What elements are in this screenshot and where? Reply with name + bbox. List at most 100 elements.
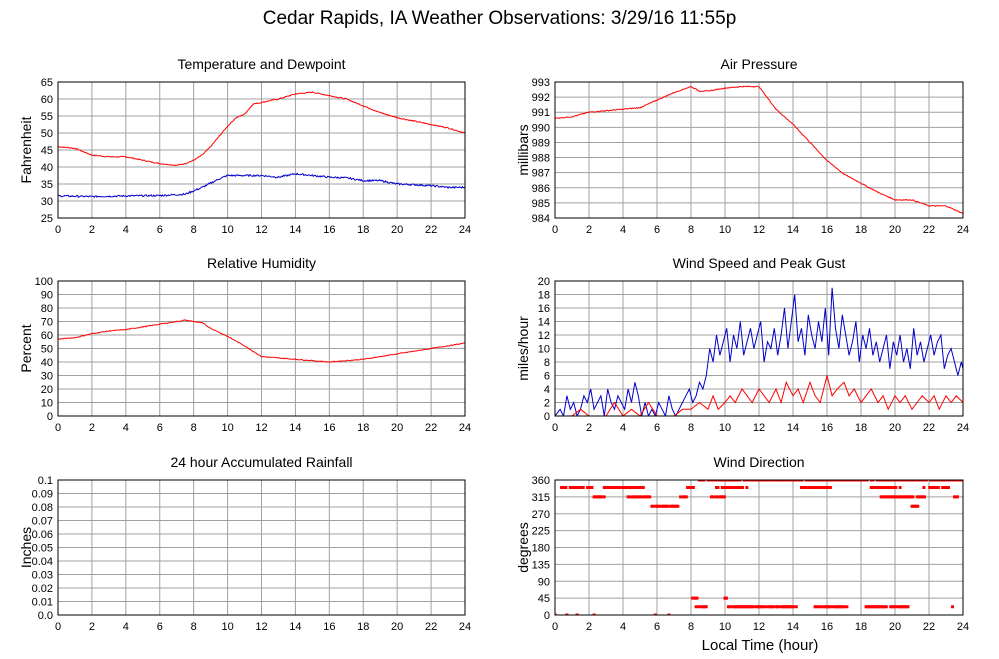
x-tick-label: 22 — [425, 224, 437, 236]
x-tick-label: 20 — [391, 224, 403, 236]
x-tick-label: 16 — [821, 422, 833, 434]
direction-point — [724, 596, 728, 600]
y-tick-label: 55 — [41, 111, 53, 123]
x-tick-label: 0 — [552, 422, 558, 434]
direction-point — [657, 504, 661, 508]
direction-point — [871, 480, 875, 482]
direction-point — [865, 480, 869, 482]
y-tick-label: 100 — [35, 276, 53, 288]
x-tick-label: 14 — [289, 224, 301, 236]
series-group — [58, 319, 465, 363]
x-tick-label: 16 — [821, 621, 833, 633]
direction-point — [648, 495, 652, 499]
x-tick-label: 0 — [552, 224, 558, 236]
plot-frame — [57, 280, 466, 417]
y-tick-label: 0 — [544, 610, 550, 622]
x-tick-label: 8 — [688, 621, 694, 633]
y-tick-label: 984 — [532, 213, 550, 225]
y-tick-label: 60 — [41, 330, 53, 342]
direction-point — [894, 486, 898, 489]
x-tick-label: 16 — [323, 224, 335, 236]
y-tick-label: 80 — [41, 303, 53, 315]
y-tick-label: 988 — [532, 153, 550, 165]
x-tick-label: 12 — [255, 224, 267, 236]
direction-point — [628, 495, 632, 499]
direction-point — [764, 605, 768, 609]
y-tick-label: 90 — [41, 290, 53, 302]
x-tick-label: 24 — [459, 621, 471, 633]
direction-point — [741, 486, 745, 489]
x-tick-label: 16 — [323, 621, 335, 633]
direction-point — [942, 480, 946, 482]
grid-lines — [57, 479, 466, 616]
direction-point — [777, 605, 781, 609]
x-tick-label: 20 — [391, 621, 403, 633]
direction-point — [842, 605, 846, 609]
x-tick-label: 8 — [688, 224, 694, 236]
y-axis-label: millibars — [515, 124, 531, 175]
direction-point — [694, 605, 698, 609]
y-tick-label: 90 — [538, 576, 550, 588]
y-tick-label: 0.08 — [32, 502, 53, 514]
x-tick-label: 18 — [357, 224, 369, 236]
x-tick-label: 20 — [889, 224, 901, 236]
direction-point — [804, 486, 808, 489]
direction-point — [904, 480, 908, 482]
y-tick-label: 270 — [532, 509, 550, 521]
y-tick-label: 180 — [532, 543, 550, 555]
direction-point — [776, 480, 780, 482]
y-tick-label: 0 — [544, 411, 550, 423]
x-tick-label: 22 — [425, 422, 437, 434]
y-tick-label: 315 — [532, 492, 550, 504]
direction-point — [771, 605, 775, 609]
x-tick-label: 16 — [821, 224, 833, 236]
series-group — [555, 85, 963, 214]
direction-point — [752, 480, 756, 482]
direction-point — [575, 613, 579, 615]
direction-point — [960, 480, 963, 482]
y-tick-label: 0.01 — [32, 597, 53, 609]
x-tick-label: 22 — [425, 621, 437, 633]
direction-point — [791, 605, 795, 609]
x-tick-label: 2 — [586, 422, 592, 434]
y-tick-label: 991 — [532, 107, 550, 119]
direction-point — [924, 480, 928, 482]
direction-point — [711, 495, 715, 499]
x-tick-label: 22 — [923, 621, 935, 633]
direction-point — [787, 480, 791, 482]
red-series-line — [58, 319, 465, 363]
direction-point — [871, 486, 875, 489]
direction-point — [822, 480, 826, 482]
x-tick-label: 24 — [957, 224, 969, 236]
y-axis-label: degrees — [515, 522, 531, 573]
direction-point — [893, 480, 897, 482]
y-tick-label: 225 — [532, 526, 550, 538]
x-tick-label: 4 — [123, 224, 129, 236]
direction-point — [919, 480, 923, 482]
red-series-line — [555, 375, 963, 416]
x-tick-label: 14 — [787, 224, 799, 236]
direction-point — [936, 486, 940, 489]
x-tick-label: 12 — [753, 621, 765, 633]
direction-point — [639, 495, 643, 499]
direction-point — [555, 613, 557, 615]
y-tick-label: 30 — [41, 196, 53, 208]
direction-point — [638, 486, 642, 489]
y-tick-label: 60 — [41, 94, 53, 106]
direction-point — [684, 495, 688, 499]
direction-point — [955, 495, 959, 499]
x-tick-label: 6 — [654, 224, 660, 236]
x-tick-label: 14 — [787, 621, 799, 633]
plot-frame — [554, 81, 964, 219]
x-tick-label: 14 — [289, 422, 301, 434]
direction-point — [715, 495, 719, 499]
y-tick-label: 25 — [41, 213, 53, 225]
y-tick-label: 45 — [41, 145, 53, 157]
direction-point — [695, 596, 699, 600]
x-tick-label: 10 — [221, 621, 233, 633]
direction-point — [691, 486, 695, 489]
chart-title: Temperature and Dewpoint — [177, 56, 345, 72]
